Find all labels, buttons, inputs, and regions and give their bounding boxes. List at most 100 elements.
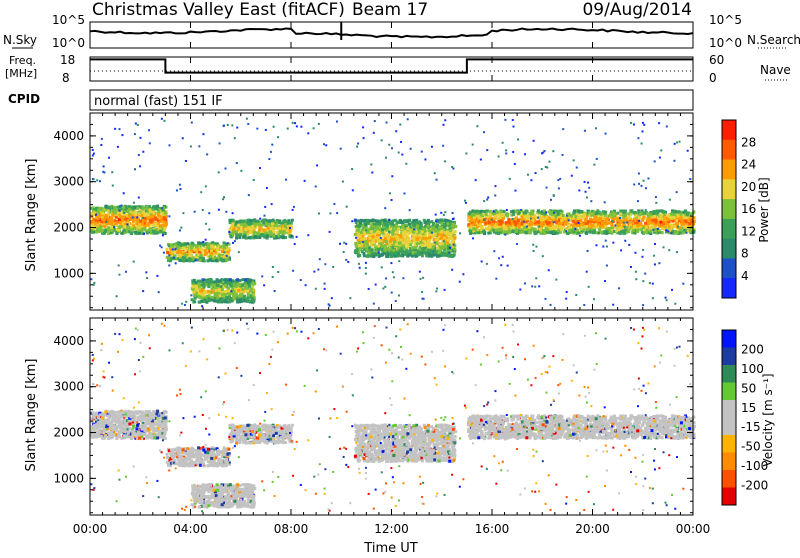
power-cell <box>559 178 561 180</box>
power-cell <box>224 284 227 287</box>
power-cell <box>366 255 369 258</box>
power-cell <box>661 227 664 230</box>
power-cell <box>110 229 113 232</box>
power-cell <box>202 243 205 246</box>
power-cell <box>640 185 642 187</box>
power-cell <box>216 259 218 261</box>
power-cell <box>286 229 289 232</box>
power-cell <box>135 122 137 124</box>
power-cell <box>269 227 272 230</box>
power-cell <box>682 211 684 213</box>
power-cell <box>393 255 396 258</box>
power-cell <box>278 227 281 230</box>
power-cell <box>404 233 407 236</box>
power-cell <box>91 231 94 234</box>
power-cell <box>373 132 375 134</box>
power-cell <box>249 222 252 225</box>
power-cell <box>485 213 488 216</box>
power-cell <box>614 225 616 227</box>
power-cell <box>99 180 101 182</box>
power-cell <box>357 142 359 144</box>
power-cell <box>395 243 398 246</box>
power-cell <box>377 226 380 229</box>
power-cell <box>227 124 229 126</box>
power-cell <box>568 226 571 229</box>
power-cell <box>428 254 431 257</box>
power-cell <box>506 209 508 211</box>
power-cell <box>365 262 367 264</box>
power-cell <box>643 231 646 234</box>
power-cell <box>642 218 645 221</box>
power-cell <box>537 221 540 224</box>
power-cell <box>548 269 550 271</box>
power-cell <box>172 248 174 250</box>
power-cell <box>497 229 500 232</box>
power-cell <box>225 168 227 170</box>
power-cell <box>673 225 676 228</box>
power-cell <box>630 209 633 212</box>
power-cell <box>283 230 286 233</box>
power-cell <box>199 259 202 262</box>
power-cell <box>294 122 296 124</box>
power-cell <box>618 223 621 226</box>
power-cell <box>383 234 386 237</box>
power-cell <box>651 219 654 222</box>
power-cell <box>246 297 249 300</box>
power-cell <box>683 216 686 219</box>
power-cell <box>375 236 378 239</box>
power-cell <box>216 284 219 287</box>
power-cell <box>225 211 227 213</box>
power-cell <box>670 232 672 234</box>
power-cell <box>618 287 620 289</box>
power-cell <box>104 225 107 228</box>
power-cell <box>584 219 587 222</box>
power-cell <box>372 218 375 221</box>
power-cell <box>204 290 207 293</box>
power-cell <box>584 130 586 132</box>
power-cell <box>202 241 204 243</box>
power-cell <box>453 244 455 246</box>
power-cell <box>243 223 246 226</box>
power-cell <box>274 290 276 292</box>
power-cell <box>643 211 646 214</box>
power-cell <box>271 222 274 225</box>
power-cell <box>183 246 186 249</box>
power-cell <box>528 223 531 226</box>
power-cell <box>123 229 126 232</box>
power-cell <box>393 276 395 278</box>
power-cell <box>199 296 202 299</box>
power-cell <box>633 211 636 214</box>
power-cell <box>401 224 404 227</box>
power-cell <box>666 218 669 221</box>
power-cell <box>369 254 372 257</box>
power-cell <box>418 230 421 233</box>
power-cell <box>665 229 667 231</box>
power-cell <box>428 229 431 232</box>
power-cell <box>617 228 620 231</box>
power-cell <box>666 299 668 301</box>
power-cell <box>182 243 185 246</box>
power-cell <box>611 220 613 222</box>
power-cell <box>512 119 514 121</box>
power-cell <box>139 137 141 139</box>
power-cell <box>381 266 383 268</box>
power-cell <box>638 220 640 222</box>
power-cell <box>670 213 673 216</box>
power-cell <box>646 212 649 215</box>
power-cell <box>638 216 641 219</box>
power-cell <box>318 212 320 214</box>
power-cell <box>549 211 552 214</box>
power-cell <box>417 234 420 237</box>
power-cell <box>435 225 438 228</box>
power-cell <box>234 137 236 139</box>
power-cell <box>512 226 515 229</box>
power-cell <box>688 222 691 225</box>
cpid-label: CPID <box>8 92 40 106</box>
power-cell <box>473 217 476 220</box>
power-cell <box>416 238 419 241</box>
power-cell <box>402 277 404 279</box>
power-cell <box>612 242 614 244</box>
power-cell <box>585 225 588 228</box>
power-cell <box>253 231 256 234</box>
power-cell <box>565 298 567 300</box>
